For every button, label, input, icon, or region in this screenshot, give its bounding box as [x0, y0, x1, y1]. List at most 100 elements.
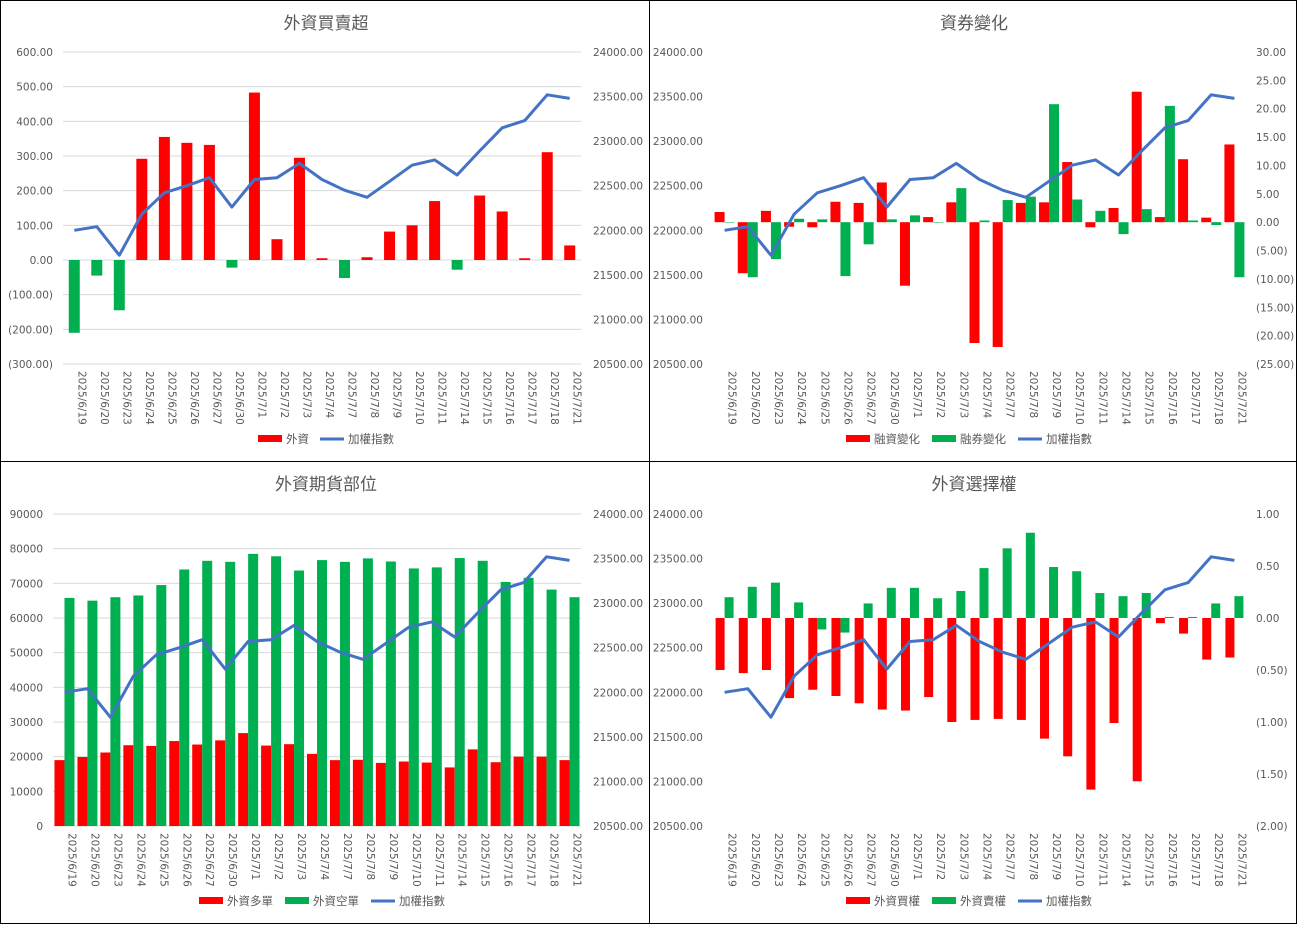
bar-融資變化	[737, 222, 748, 274]
x-axis-date-label: 2025/7/11	[1096, 833, 1108, 887]
bar-外資賣權	[863, 603, 873, 618]
x-axis-date-label: 2025/6/23	[772, 371, 784, 425]
bar-外資	[203, 144, 215, 260]
line-series-加權指數	[64, 555, 570, 719]
bar-外資買權	[1225, 618, 1235, 658]
line-series-加權指數	[724, 555, 1235, 719]
bar-融券變化	[1188, 220, 1199, 223]
bar-外資	[113, 260, 125, 311]
legend-label: 加權指數	[1046, 432, 1092, 446]
bar-外資多單	[421, 762, 432, 826]
x-axis-date-label: 2025/6/27	[210, 371, 222, 425]
x-axis-date-label: 2025/7/2	[272, 833, 284, 880]
right-axis-tick-label: 22000.00	[593, 225, 643, 237]
bar-融券變化	[1164, 105, 1175, 223]
bar-外資	[271, 239, 283, 260]
bar-外資買權	[1063, 618, 1073, 757]
x-axis-date-label: 2025/6/24	[143, 371, 155, 425]
x-axis-date-label: 2025/7/10	[1073, 833, 1085, 887]
bar-外資空單	[569, 597, 580, 826]
right-axis-tick-label: 23500.00	[593, 554, 643, 566]
right-axis-tick-label: 0.00	[1256, 613, 1279, 625]
bar-外資空單	[87, 600, 98, 826]
x-axis-date-label: 2025/6/23	[120, 371, 132, 425]
bar-外資	[226, 260, 238, 268]
bar-融資變化	[1154, 217, 1165, 223]
left-axis-tick-label: 22000.00	[653, 687, 703, 699]
right-axis-tick-label: 1.00	[1256, 509, 1279, 521]
bar-外資多單	[536, 756, 547, 826]
x-axis-date-label: 2025/6/30	[226, 833, 238, 887]
x-axis-date-label: 2025/7/17	[525, 833, 537, 887]
bar-融券變化	[1141, 209, 1152, 223]
x-axis-date-label: 2025/7/18	[1212, 371, 1224, 425]
x-axis-date-label: 2025/6/25	[818, 833, 830, 887]
bar-融資變化	[830, 201, 841, 223]
bar-外資空單	[362, 558, 373, 826]
x-axis-date-label: 2025/7/2	[278, 371, 290, 418]
bar-融券變化	[979, 220, 990, 223]
right-axis-tick-label: 24000.00	[593, 47, 643, 59]
x-axis-date-label: 2025/7/1	[911, 833, 923, 880]
x-axis-date-label: 2025/6/24	[795, 371, 807, 425]
right-axis-tick-label: 30.00	[1256, 47, 1286, 59]
bar-外資	[248, 92, 260, 260]
bar-外資買權	[808, 618, 818, 690]
x-axis-date-label: 2025/7/1	[255, 371, 267, 418]
right-axis-tick-label: (1.00)	[1256, 717, 1288, 729]
left-axis-tick-label: 20500.00	[653, 821, 703, 833]
bar-外資空單	[454, 558, 465, 826]
x-axis-date-label: 2025/7/7	[1004, 371, 1016, 418]
x-axis-date-label: 2025/7/14	[458, 371, 470, 425]
bar-外資買權	[831, 618, 841, 696]
x-axis-date-label: 2025/7/7	[341, 833, 353, 880]
bar-融券變化	[1211, 222, 1222, 226]
x-axis-date-label: 2025/7/4	[981, 833, 993, 880]
right-axis-tick-label: 22000.00	[593, 687, 643, 699]
chart-foreign-net-buy: 外資買賣超 (300.00) (200.00) (100.00) 0.00 100.00…	[8, 14, 643, 446]
left-axis-tick-label: 21500.00	[653, 732, 703, 744]
bar-外資賣權	[1234, 596, 1244, 618]
x-axis-date-label: 2025/6/30	[888, 371, 900, 425]
left-axis-tick-label: 400.00	[16, 116, 53, 128]
left-axis-tick-label: 500.00	[16, 82, 53, 94]
right-axis-tick-label: 15.00	[1256, 132, 1286, 144]
bar-外資空單	[317, 560, 327, 826]
bar-外資買權	[1155, 618, 1165, 624]
right-axis-tick-label: (10.00)	[1256, 274, 1294, 286]
left-axis-tick-label: 23000.00	[653, 598, 703, 610]
bar-外資	[91, 260, 103, 276]
bar-外資空單	[64, 597, 75, 826]
x-axis-date-label: 2025/6/26	[180, 833, 192, 887]
x-axis-date-label: 2025/6/30	[233, 371, 245, 425]
right-axis-tick-label: 24000.00	[593, 509, 643, 521]
bar-融資變化	[714, 211, 725, 223]
bar-融資變化	[1108, 208, 1119, 223]
legend-label: 加權指數	[1046, 894, 1092, 908]
left-axis-tick-label: 10000	[10, 786, 43, 798]
bar-外資多單	[329, 760, 340, 826]
x-axis-date-label: 2025/7/21	[571, 371, 583, 425]
x-axis-date-label: 2025/7/9	[1050, 371, 1062, 418]
right-axis-tick-label: 20500.00	[593, 359, 643, 371]
bar-融券變化	[1072, 199, 1083, 223]
bar-外資	[384, 231, 396, 260]
chart-panel-margin-short-change: 資券變化 20500.00 21000.00 21500.00 22000.00 225…	[649, 0, 1297, 462]
x-axis-date-label: 2025/6/27	[203, 833, 215, 887]
bar-外資	[474, 195, 486, 260]
left-axis-tick-label: (300.00)	[8, 359, 53, 371]
x-axis-date-label: 2025/6/19	[726, 371, 738, 425]
bar-外資買權	[1086, 618, 1096, 790]
line-series-加權指數	[74, 93, 570, 257]
bar-外資多單	[398, 761, 409, 826]
bar-外資多單	[467, 749, 478, 826]
bar-外資空單	[271, 556, 282, 826]
legend-label: 外資買權	[874, 894, 920, 908]
x-axis-date-label: 2025/6/23	[111, 833, 123, 887]
left-axis-tick-label: 21000.00	[653, 776, 703, 788]
x-axis-date-label: 2025/7/17	[526, 371, 538, 425]
bar-融資變化	[1015, 202, 1026, 223]
bar-外資賣權	[1002, 548, 1012, 618]
x-axis-date-label: 2025/7/15	[481, 371, 493, 425]
bar-外資多單	[169, 741, 180, 826]
